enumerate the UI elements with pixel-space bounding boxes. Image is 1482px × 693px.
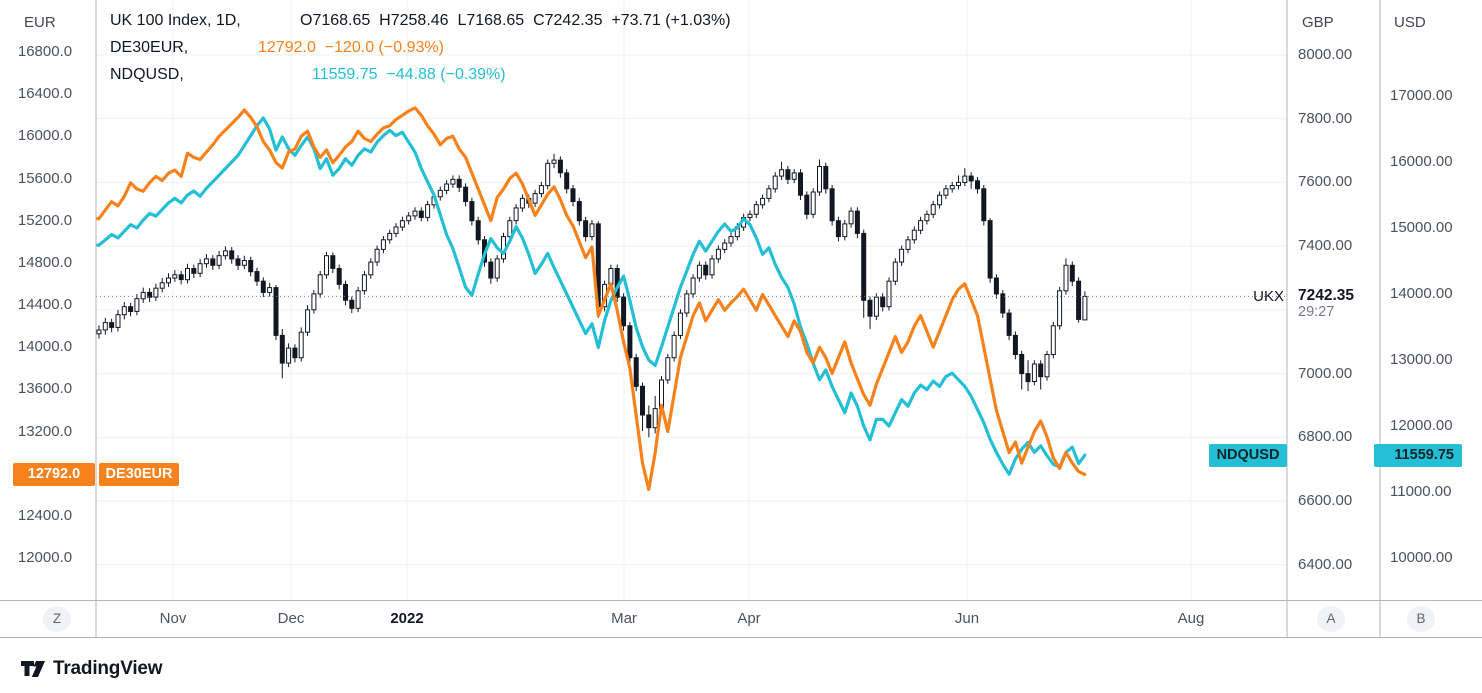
gbp-tick-label: 7400.00 [1298,237,1353,255]
timezone-button[interactable]: Z [43,606,71,632]
usd-tick-label: 11000.00 [1390,483,1452,500]
chart-plot-area[interactable] [0,0,1482,638]
gbp-tick-label: 7000.00 [1298,364,1353,382]
usd-axis-label: USD [1394,14,1426,31]
time-label-2022: 2022 [390,610,424,627]
eur-tick-label: 14800.0 [17,253,73,271]
time-label-jun: Jun [954,610,980,627]
legend-symbol-ndqusd[interactable]: NDQUSD, [110,66,184,83]
de30eur-price-badge[interactable]: 12792.0 [13,463,95,487]
ukx-bar-countdown: 29:27 [1298,304,1335,321]
eur-tick-label: 16800.0 [17,43,73,60]
legend-values-ukx: O7168.65 H7258.46 L7168.65 C7242.35 +73.… [300,12,731,29]
eur-tick-label: 13600.0 [17,380,73,398]
time-label-dec: Dec [277,610,305,627]
legend-symbol-de30eur[interactable]: DE30EUR, [110,39,189,56]
eur-axis-label: EUR [24,14,56,31]
gbp-axis-label: GBP [1302,14,1334,31]
ukx-current-price: 7242.35 [1298,287,1355,305]
usd-tick-label: 15000.00 [1390,219,1453,236]
gbp-tick-label: 8000.00 [1298,46,1353,63]
usd-tick-label: 13000.00 [1390,351,1453,368]
legend-values-de30eur: 12792.0 −120.0 (−0.93%) [258,39,444,56]
usd-scale-mode-button[interactable]: B [1407,606,1435,632]
gbp-tick-label: 6400.00 [1298,555,1353,573]
time-label-mar: Mar [611,610,637,627]
usd-tick-label: 16000.00 [1390,153,1453,170]
eur-tick-label: 16000.0 [17,127,73,145]
eur-tick-label: 12000.0 [17,549,73,567]
ndqusd-price-badge[interactable]: 11559.75 [1374,443,1462,467]
eur-tick-label: 14400.0 [17,296,73,313]
eur-tick-label: 12400.0 [17,506,73,524]
tradingview-logo-text: TradingView [53,658,163,679]
eur-tick-label: 15200.0 [17,211,73,229]
time-label-apr: Apr [737,610,761,627]
gbp-tick-label: 7600.00 [1298,173,1353,191]
ndqusd-series-badge[interactable]: NDQUSD [1209,443,1287,467]
tradingview-logo-icon [21,661,45,677]
ukx-series-label[interactable]: UKX [1253,288,1284,306]
eur-tick-label: 15600.0 [17,169,73,187]
eur-tick-label: 16400.0 [17,85,73,103]
usd-tick-label: 10000.00 [1390,549,1453,566]
usd-tick-label: 14000.00 [1390,285,1453,302]
legend-values-ndqusd: 11559.75 −44.88 (−0.39%) [312,66,506,83]
time-axis[interactable] [96,600,1287,637]
gbp-scale-mode-button[interactable]: A [1317,606,1345,632]
tradingview-logo[interactable]: TradingView [20,655,163,683]
eur-tick-label: 13200.0 [17,422,73,440]
gbp-tick-label: 6600.00 [1298,492,1353,510]
gbp-tick-label: 7800.00 [1298,109,1353,127]
eur-tick-label: 14000.0 [17,338,73,356]
time-label-nov: Nov [159,610,187,627]
time-label-aug: Aug [1177,610,1205,627]
usd-tick-label: 12000.00 [1390,417,1453,434]
gbp-tick-label: 6800.00 [1298,428,1353,446]
usd-tick-label: 17000.00 [1390,87,1453,104]
de30eur-series-badge[interactable]: DE30EUR [99,463,179,487]
legend-symbol-ukx[interactable]: UK 100 Index, 1D, [110,12,241,29]
